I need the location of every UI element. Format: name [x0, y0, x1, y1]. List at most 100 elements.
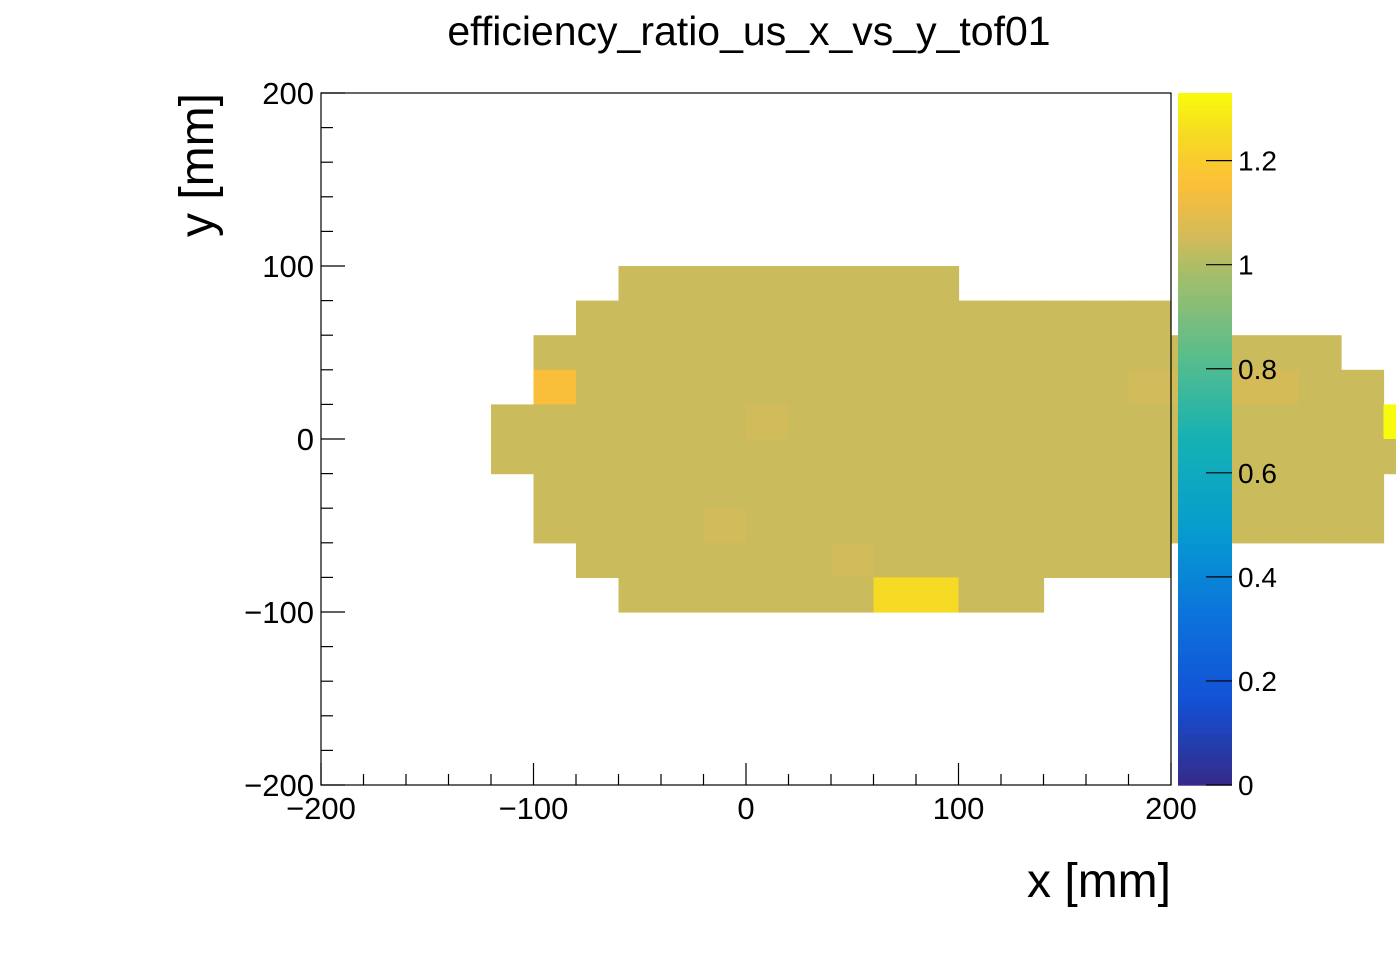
colorbar-segment: [1178, 231, 1232, 238]
heatmap-cell: [873, 404, 917, 440]
heatmap-cell: [958, 335, 1002, 371]
heatmap-cell: [1341, 439, 1385, 475]
heatmap-cell: [703, 577, 747, 613]
heatmap-cell: [916, 266, 960, 302]
heatmap-cell: [1001, 369, 1045, 405]
heatmap-cell: [1128, 473, 1172, 509]
colorbar-segment: [1178, 646, 1232, 654]
heatmap-cell: [533, 439, 577, 475]
heatmap-cell: [831, 439, 875, 475]
colorbar-segment: [1178, 704, 1232, 711]
heatmap-cell: [746, 473, 790, 509]
heatmap-cell: [491, 439, 535, 475]
heatmap-cell: [788, 404, 832, 440]
colorbar-segment: [1178, 139, 1232, 146]
colorbar-segment: [1178, 116, 1232, 123]
heatmap-cell: [661, 300, 705, 336]
heatmap-cell: [1128, 439, 1172, 475]
colorbar-segment: [1178, 167, 1232, 175]
colorbar-segment: [1178, 277, 1232, 284]
heatmap-cell: [1043, 369, 1087, 405]
heatmap-cell: [1043, 300, 1087, 336]
colorbar-segment: [1178, 542, 1232, 550]
colorbar-segment: [1178, 537, 1232, 544]
heatmap-cell: [916, 369, 960, 405]
colorbar-segment: [1178, 710, 1232, 717]
colorbar-segment: [1178, 554, 1232, 561]
colorbar-segment: [1178, 462, 1232, 469]
chart-title: efficiency_ratio_us_x_vs_y_tof01: [447, 8, 1050, 54]
colorbar-segment: [1178, 756, 1232, 763]
heatmap-cell: [1086, 369, 1130, 405]
colorbar-segment: [1178, 237, 1232, 244]
heatmap-cell: [576, 508, 620, 544]
colorbar-tick-label: 1.2: [1238, 146, 1277, 177]
heatmap-cell: [746, 439, 790, 475]
colorbar-segment: [1178, 612, 1232, 619]
heatmap-cell: [746, 266, 790, 302]
heatmap-cell: [1001, 335, 1045, 371]
heatmap-cell: [788, 508, 832, 544]
heatmap-cell: [1128, 542, 1172, 578]
colorbar-segment: [1178, 663, 1232, 671]
colorbar-segment: [1178, 738, 1232, 746]
heatmap-cell: [1001, 542, 1045, 578]
colorbar-segment: [1178, 352, 1232, 359]
heatmap-cell: [831, 404, 875, 440]
heatmap-cell: [1341, 508, 1385, 544]
colorbar-segment: [1178, 744, 1232, 752]
heatmap-cell: [831, 508, 875, 544]
heatmap-cell: [958, 404, 1002, 440]
colorbar-segment: [1178, 629, 1232, 636]
heatmap-cell: [1298, 508, 1342, 544]
colorbar-segment: [1178, 335, 1232, 342]
heatmap-cell: [533, 508, 577, 544]
x-tick-label: 0: [737, 791, 754, 826]
heatmap-cell: [1256, 473, 1300, 509]
heatmap-cell: [1256, 508, 1300, 544]
heatmap-cell: [1086, 439, 1130, 475]
heatmap-cell: [703, 266, 747, 302]
heatmap-cell: [703, 335, 747, 371]
colorbar-segment: [1178, 191, 1232, 198]
heatmap-cell: [703, 508, 747, 544]
colorbar-segment: [1178, 490, 1232, 498]
heatmap-cell: [831, 577, 875, 613]
colorbar-segment: [1178, 427, 1232, 434]
colorbar-segment: [1178, 669, 1232, 677]
heatmap-cell: [1001, 508, 1045, 544]
colorbar-segment: [1178, 289, 1232, 296]
colorbar-segment: [1178, 617, 1232, 625]
colorbar-segment: [1178, 479, 1232, 486]
heatmap-cell: [873, 439, 917, 475]
colorbar-segment: [1178, 779, 1232, 786]
heatmap-cell: [1341, 473, 1385, 509]
colorbar-tick-label: 1: [1238, 250, 1254, 281]
colorbar-segment: [1178, 98, 1232, 106]
colorbar-segment: [1178, 127, 1232, 135]
colorbar-segment: [1178, 767, 1232, 775]
heatmap-cell: [873, 473, 917, 509]
colorbar-segment: [1178, 346, 1232, 354]
heatmap-cell: [1086, 404, 1130, 440]
heatmap-cell: [661, 335, 705, 371]
colorbar-segment: [1178, 733, 1232, 740]
colorbar-segment: [1178, 773, 1232, 780]
heatmap-cell: [1086, 300, 1130, 336]
y-axis-label: y [mm]: [171, 93, 224, 237]
heatmap-cell: [916, 439, 960, 475]
heatmap-cell: [1298, 335, 1342, 371]
colorbar-tick-label: 0: [1238, 770, 1254, 801]
colorbar-segment: [1178, 635, 1232, 642]
colorbar-segment: [1178, 150, 1232, 158]
colorbar-segment: [1178, 496, 1232, 504]
colorbar-segment: [1178, 340, 1232, 348]
heatmap-cell: [1341, 369, 1385, 405]
colorbar-segment: [1178, 173, 1232, 181]
heatmap-cell: [576, 439, 620, 475]
heatmap-cell: [873, 508, 917, 544]
heatmap-cell: [916, 542, 960, 578]
colorbar-segment: [1178, 415, 1232, 423]
colorbar-segment: [1178, 364, 1232, 371]
heatmap-cell: [746, 335, 790, 371]
